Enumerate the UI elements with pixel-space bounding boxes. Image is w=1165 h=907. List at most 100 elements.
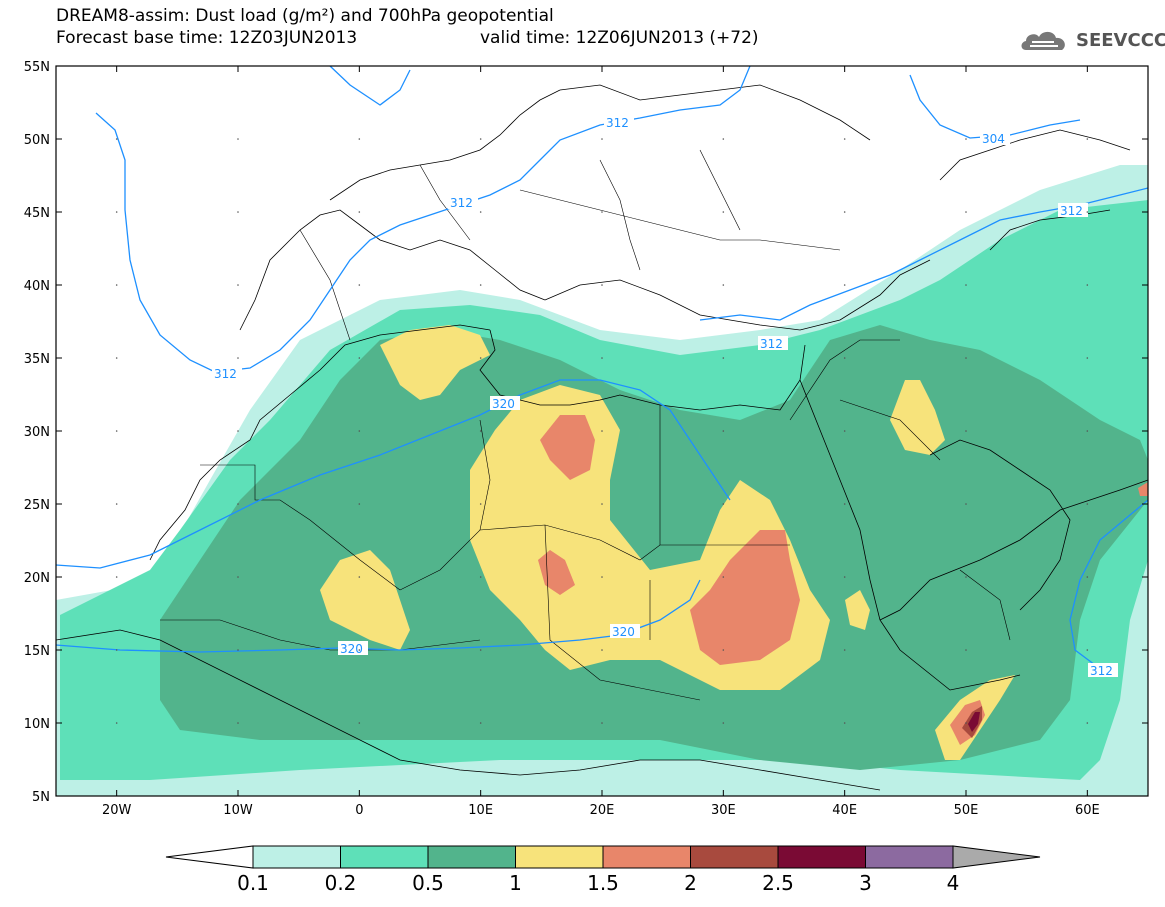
contour-label-5: 312: [1060, 204, 1083, 218]
grid-dot: [843, 649, 846, 651]
grid-dot: [601, 430, 603, 432]
grid-dot: [358, 357, 361, 359]
contour-320-west: [55, 554, 151, 569]
grid-dot: [722, 649, 725, 651]
coastlines: [55, 84, 1149, 791]
grid-dot: [115, 211, 118, 213]
grid-dot: [115, 138, 118, 140]
contour-label-8: 320: [340, 642, 363, 656]
lon-label: 10W: [223, 803, 253, 818]
lat-label: 10N: [24, 717, 50, 732]
grid-dot: [601, 576, 603, 578]
dust-level-1-5-e: [1138, 482, 1148, 496]
grid-dot: [479, 649, 482, 651]
grid-dot: [1086, 722, 1089, 724]
grid-dot: [115, 503, 118, 505]
grid-dot: [358, 211, 361, 213]
grid-dot: [601, 649, 603, 651]
grid-dot: [115, 357, 118, 359]
grid-dot: [358, 284, 361, 286]
lat-label: 20N: [24, 571, 50, 586]
lon-label: 50E: [954, 803, 979, 818]
grid-dot: [722, 576, 725, 578]
country-borders: [160, 149, 1011, 701]
contour-label-6: 304: [982, 132, 1005, 146]
grid-dot: [601, 357, 603, 359]
grid-dot: [1086, 138, 1089, 140]
grid-dot: [237, 649, 239, 651]
seevccc-logo: SEEVCCC: [1018, 26, 1165, 56]
grid-dot: [1086, 357, 1089, 359]
lat-label: 15N: [24, 644, 50, 659]
colorbar-label: 0.2: [325, 871, 357, 895]
cloud-logo-icon: [1021, 31, 1065, 50]
grid-dot: [722, 503, 725, 505]
grid-dot: [722, 357, 725, 359]
colorbar-label: 0.1: [237, 871, 269, 895]
grid-dot: [1086, 211, 1089, 213]
grid-dot: [479, 576, 482, 578]
grid-dot: [1086, 649, 1089, 651]
grid-dot: [722, 138, 725, 140]
grid-dot: [1086, 284, 1089, 286]
colorbar-segment: [340, 845, 429, 869]
grid-dot: [358, 503, 361, 505]
lon-label: 10E: [468, 803, 493, 818]
grid-dot: [722, 284, 725, 286]
grid-dot: [843, 211, 846, 213]
colorbar-label: 1.5: [587, 871, 619, 895]
grid-dot: [237, 284, 239, 286]
grid-dot: [722, 211, 725, 213]
grid-dot: [965, 722, 967, 724]
dust-level-3: [968, 712, 980, 732]
grid-dot: [237, 430, 239, 432]
lat-axis: 55N 50N 45N 40N 35N 30N 25N 20N 15N 10N 5N: [24, 60, 1148, 805]
lon-label: 40E: [832, 803, 857, 818]
colorbar-label: 4: [947, 871, 960, 895]
grid-dot: [358, 649, 361, 651]
grid-dot: [965, 430, 967, 432]
grid-dot: [965, 503, 967, 505]
grid-dot: [479, 357, 482, 359]
lat-label: 55N: [24, 60, 50, 75]
contour-304: [909, 74, 1081, 139]
lat-label: 30N: [24, 425, 50, 440]
grid-dot: [237, 503, 239, 505]
colorbar-arrow-right: [952, 845, 1041, 869]
grid-dot: [358, 576, 361, 578]
grid-dot: [237, 211, 239, 213]
grid-dot: [1086, 576, 1089, 578]
dust-level-1-5-a: [540, 415, 595, 480]
colorbar-segment: [690, 845, 779, 869]
grid-dot: [237, 138, 239, 140]
contour-label-7: 320: [492, 397, 515, 411]
grid-dot: [115, 284, 118, 286]
grid-dot: [965, 211, 967, 213]
colorbar: 0.1 0.2 0.5 1 1.5 2 2.5 3 4: [165, 845, 1041, 895]
colorbar-label: 2: [684, 871, 697, 895]
lon-label: 60E: [1075, 803, 1100, 818]
grid-dot: [601, 722, 603, 724]
dust-level-1-d: [890, 380, 945, 455]
grid-dot: [479, 722, 482, 724]
colorbar-label: 0.5: [412, 871, 444, 895]
lon-label: 30E: [711, 803, 736, 818]
grid-dot: [115, 576, 118, 578]
logo-text: SEEVCCC: [1076, 30, 1165, 51]
contour-label-2: 312: [450, 196, 473, 210]
lat-label: 45N: [24, 206, 50, 221]
dust-level-1-5-c: [538, 550, 575, 595]
lon-label: 20W: [102, 803, 132, 818]
grid-dot: [479, 430, 482, 432]
contour-320-south: [55, 579, 701, 653]
grid-dot: [358, 430, 361, 432]
grid-dot: [843, 576, 846, 578]
colorbar-label: 3: [859, 871, 872, 895]
lat-label: 50N: [24, 133, 50, 148]
grid-dot: [843, 138, 846, 140]
contour-label-10: 312: [1090, 664, 1113, 678]
lon-label: 0: [355, 803, 363, 818]
lat-label: 25N: [24, 498, 50, 513]
grid-dot: [115, 722, 118, 724]
